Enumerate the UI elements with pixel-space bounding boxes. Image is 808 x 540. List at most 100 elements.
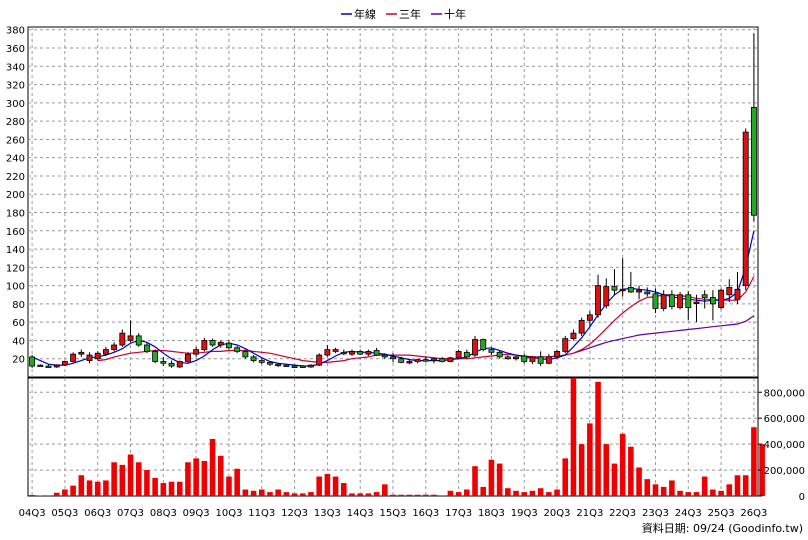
- candle: [193, 346, 200, 357]
- volume-bar: [382, 484, 388, 496]
- y-tick-label: 60: [12, 318, 25, 329]
- candle-body: [332, 349, 339, 352]
- volume-bar: [398, 494, 404, 496]
- candle: [381, 353, 388, 359]
- candle: [250, 355, 257, 363]
- candle-body: [726, 287, 733, 296]
- candle: [185, 352, 191, 364]
- volume-bar: [652, 484, 659, 496]
- candle-body: [102, 349, 109, 355]
- price-grid: [28, 27, 758, 377]
- volume-bar: [103, 480, 109, 496]
- y-tick-label: 280: [6, 117, 25, 128]
- candle: [660, 290, 667, 312]
- candle-body: [644, 291, 651, 295]
- volume-tick-label: 600,000: [764, 414, 805, 425]
- candle: [242, 349, 249, 359]
- y-tick-label: 340: [6, 62, 25, 73]
- y-tick-label: 80: [12, 300, 25, 311]
- y-tick-label: 180: [6, 209, 25, 220]
- candle-body: [750, 107, 757, 216]
- y-tick-label: 300: [6, 99, 25, 110]
- candle: [209, 338, 216, 347]
- candle: [578, 317, 585, 336]
- candle-body: [242, 351, 249, 358]
- candle: [176, 360, 183, 368]
- y-tick-label: 160: [6, 227, 25, 238]
- candle-body: [578, 319, 585, 334]
- candle: [554, 349, 560, 359]
- volume-bar: [644, 479, 651, 496]
- candle: [668, 290, 675, 310]
- volume-bar: [86, 480, 93, 496]
- candle-body: [463, 351, 470, 358]
- volume-bar: [406, 494, 413, 496]
- volume-y-axis: 0 200,000 400,000 600,000 800,000: [758, 388, 805, 503]
- volume-bar: [693, 492, 700, 496]
- volume-bar: [537, 488, 544, 496]
- candle: [652, 288, 659, 314]
- volume-bar: [628, 446, 634, 496]
- candle-body: [94, 352, 101, 360]
- volume-bar: [160, 483, 167, 496]
- volume-bar: [70, 485, 76, 496]
- candle-body: [127, 335, 134, 341]
- candle: [677, 292, 684, 310]
- price-y-axis: 20 40 60 80 100 120 140 160 180 200 220 240 260 280 30…: [6, 26, 25, 366]
- candle-body: [439, 358, 446, 362]
- candle: [570, 329, 577, 341]
- volume-bar: [529, 490, 536, 496]
- y-tick-label: 260: [6, 135, 25, 146]
- volume-bar: [250, 490, 257, 496]
- candle: [283, 364, 290, 368]
- y-tick-label: 320: [6, 81, 25, 92]
- candle: [226, 340, 232, 350]
- candle-body: [488, 349, 495, 353]
- y-tick-label: 220: [6, 172, 25, 183]
- volume-bars: [29, 378, 765, 496]
- volume-bar: [340, 483, 347, 496]
- y-tick-label: 140: [6, 245, 25, 256]
- candle: [603, 278, 610, 309]
- candle: [726, 279, 733, 303]
- volume-bar: [439, 495, 446, 496]
- candle: [480, 338, 487, 352]
- candle-body: [168, 362, 175, 367]
- x-tick-label: 06Q3: [84, 508, 111, 519]
- y-tick-label: 120: [6, 263, 25, 274]
- volume-tick-label: 800,000: [764, 388, 805, 399]
- volume-bar: [595, 381, 601, 496]
- candle: [201, 337, 208, 352]
- candle-body: [521, 355, 528, 362]
- candle: [406, 358, 413, 365]
- volume-bar: [357, 493, 363, 496]
- volume-bar: [193, 458, 199, 496]
- candle-body: [447, 357, 454, 362]
- candle-body: [685, 294, 692, 308]
- candle-body: [357, 351, 364, 355]
- candle-body: [308, 364, 314, 368]
- candle: [61, 360, 68, 367]
- volume-bar: [209, 438, 216, 496]
- candle: [422, 356, 429, 363]
- y-tick-label: 100: [6, 282, 25, 293]
- candle: [119, 329, 126, 347]
- candle: [258, 358, 265, 365]
- volume-bar: [603, 444, 610, 496]
- candle-body: [340, 351, 347, 355]
- candle: [94, 351, 101, 361]
- candle: [365, 349, 372, 356]
- candle-body: [570, 332, 577, 340]
- candle: [234, 345, 241, 354]
- candle: [349, 349, 355, 356]
- x-tick-label: 10Q3: [215, 508, 242, 519]
- volume-bar: [78, 475, 85, 496]
- candle-body: [61, 361, 68, 366]
- volume-bar: [480, 486, 487, 496]
- legend-label-10yr: 十年: [444, 7, 466, 21]
- candle: [701, 290, 708, 309]
- candle-body: [53, 364, 60, 368]
- volume-bar: [176, 481, 183, 496]
- candle: [627, 271, 634, 293]
- volume-bar: [217, 455, 224, 496]
